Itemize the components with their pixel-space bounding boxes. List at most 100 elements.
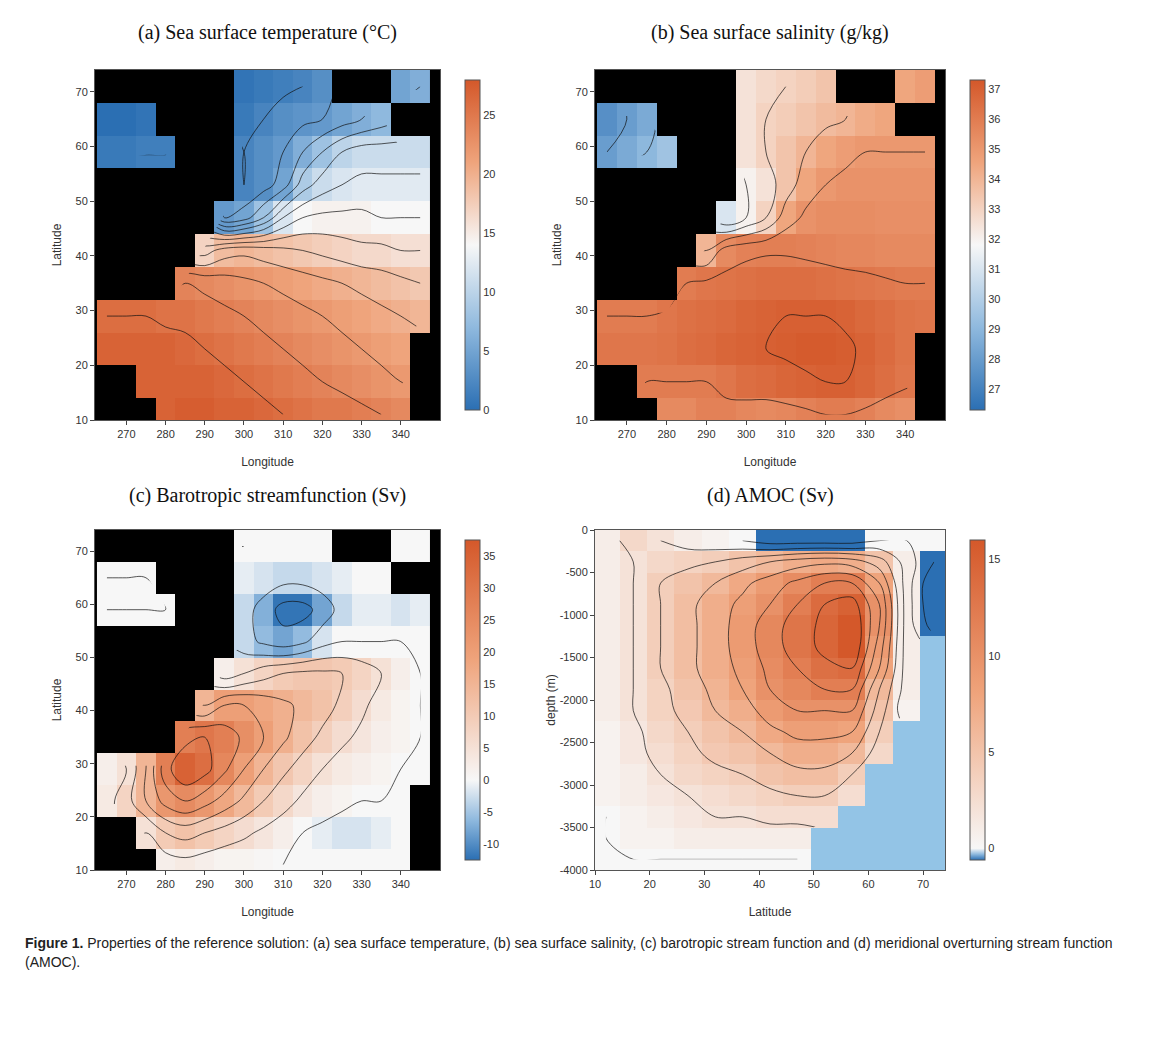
svg-text:310: 310 xyxy=(777,428,795,440)
svg-text:60: 60 xyxy=(862,878,874,890)
svg-text:20: 20 xyxy=(483,168,495,180)
svg-text:27: 27 xyxy=(988,383,1000,395)
svg-text:15: 15 xyxy=(483,678,495,690)
svg-text:36: 36 xyxy=(988,113,1000,125)
svg-text:-2000: -2000 xyxy=(560,694,588,706)
svg-text:(b) Sea surface salinity (g/kg: (b) Sea surface salinity (g/kg) xyxy=(651,21,889,44)
svg-text:(c) Barotropic streamfunction: (c) Barotropic streamfunction (Sv) xyxy=(129,484,406,507)
svg-text:15: 15 xyxy=(483,227,495,239)
svg-text:30: 30 xyxy=(576,304,588,316)
svg-text:35: 35 xyxy=(483,550,495,562)
svg-text:10: 10 xyxy=(76,864,88,876)
svg-text:70: 70 xyxy=(76,86,88,98)
svg-text:10: 10 xyxy=(483,710,495,722)
svg-text:depth (m): depth (m) xyxy=(544,674,558,725)
svg-text:25: 25 xyxy=(483,109,495,121)
svg-text:10: 10 xyxy=(589,878,601,890)
svg-text:70: 70 xyxy=(917,878,929,890)
svg-text:40: 40 xyxy=(576,250,588,262)
svg-text:30: 30 xyxy=(76,304,88,316)
svg-text:270: 270 xyxy=(117,428,135,440)
svg-text:40: 40 xyxy=(76,250,88,262)
svg-text:Longitude: Longitude xyxy=(241,455,294,469)
svg-text:330: 330 xyxy=(352,428,370,440)
svg-text:290: 290 xyxy=(196,428,214,440)
svg-text:35: 35 xyxy=(988,143,1000,155)
svg-text:Latitude: Latitude xyxy=(50,223,64,266)
svg-text:30: 30 xyxy=(76,758,88,770)
svg-text:10: 10 xyxy=(988,650,1000,662)
svg-text:300: 300 xyxy=(235,878,253,890)
svg-text:-4000: -4000 xyxy=(560,864,588,876)
svg-text:60: 60 xyxy=(76,140,88,152)
svg-text:-5: -5 xyxy=(483,806,493,818)
svg-text:0: 0 xyxy=(483,774,489,786)
svg-text:320: 320 xyxy=(313,878,331,890)
svg-text:270: 270 xyxy=(618,428,636,440)
svg-text:30: 30 xyxy=(988,293,1000,305)
svg-text:60: 60 xyxy=(76,598,88,610)
svg-text:-1500: -1500 xyxy=(560,651,588,663)
svg-text:40: 40 xyxy=(753,878,765,890)
svg-text:28: 28 xyxy=(988,353,1000,365)
svg-text:50: 50 xyxy=(808,878,820,890)
svg-text:0: 0 xyxy=(582,524,588,536)
svg-text:50: 50 xyxy=(576,195,588,207)
svg-text:50: 50 xyxy=(76,651,88,663)
svg-text:Longitude: Longitude xyxy=(744,455,797,469)
svg-text:34: 34 xyxy=(988,173,1000,185)
svg-text:15: 15 xyxy=(988,553,1000,565)
svg-text:20: 20 xyxy=(644,878,656,890)
svg-text:10: 10 xyxy=(76,414,88,426)
svg-text:25: 25 xyxy=(483,614,495,626)
svg-text:-500: -500 xyxy=(566,566,588,578)
svg-text:33: 33 xyxy=(988,203,1000,215)
svg-text:20: 20 xyxy=(483,646,495,658)
svg-text:31: 31 xyxy=(988,263,1000,275)
svg-text:330: 330 xyxy=(856,428,874,440)
svg-text:340: 340 xyxy=(896,428,914,440)
svg-text:290: 290 xyxy=(697,428,715,440)
svg-text:37: 37 xyxy=(988,83,1000,95)
svg-text:310: 310 xyxy=(274,428,292,440)
svg-text:60: 60 xyxy=(576,140,588,152)
svg-text:40: 40 xyxy=(76,704,88,716)
svg-text:20: 20 xyxy=(76,359,88,371)
svg-text:Latitude: Latitude xyxy=(550,223,564,266)
svg-text:50: 50 xyxy=(76,195,88,207)
svg-text:0: 0 xyxy=(988,842,994,854)
svg-text:29: 29 xyxy=(988,323,1000,335)
svg-text:70: 70 xyxy=(576,86,588,98)
svg-text:-3000: -3000 xyxy=(560,779,588,791)
svg-text:-1000: -1000 xyxy=(560,609,588,621)
svg-text:(a) Sea surface temperature (°: (a) Sea surface temperature (°C) xyxy=(138,21,397,44)
svg-text:70: 70 xyxy=(76,545,88,557)
svg-text:-2500: -2500 xyxy=(560,736,588,748)
svg-text:10: 10 xyxy=(483,286,495,298)
svg-text:300: 300 xyxy=(737,428,755,440)
svg-text:300: 300 xyxy=(235,428,253,440)
svg-text:340: 340 xyxy=(392,428,410,440)
svg-text:270: 270 xyxy=(117,878,135,890)
svg-text:5: 5 xyxy=(483,742,489,754)
svg-text:330: 330 xyxy=(352,878,370,890)
svg-text:320: 320 xyxy=(313,428,331,440)
svg-text:Latitude: Latitude xyxy=(50,678,64,721)
svg-text:280: 280 xyxy=(657,428,675,440)
svg-text:5: 5 xyxy=(483,345,489,357)
svg-text:20: 20 xyxy=(576,359,588,371)
svg-text:0: 0 xyxy=(483,404,489,416)
svg-text:32: 32 xyxy=(988,233,1000,245)
svg-text:30: 30 xyxy=(698,878,710,890)
svg-text:280: 280 xyxy=(156,878,174,890)
svg-text:340: 340 xyxy=(392,878,410,890)
svg-text:20: 20 xyxy=(76,811,88,823)
svg-text:320: 320 xyxy=(817,428,835,440)
svg-text:-10: -10 xyxy=(483,838,499,850)
svg-text:290: 290 xyxy=(196,878,214,890)
svg-text:(d) AMOC (Sv): (d) AMOC (Sv) xyxy=(707,484,834,507)
svg-text:-3500: -3500 xyxy=(560,821,588,833)
svg-text:280: 280 xyxy=(156,428,174,440)
svg-text:10: 10 xyxy=(576,414,588,426)
svg-text:Longitude: Longitude xyxy=(241,905,294,919)
